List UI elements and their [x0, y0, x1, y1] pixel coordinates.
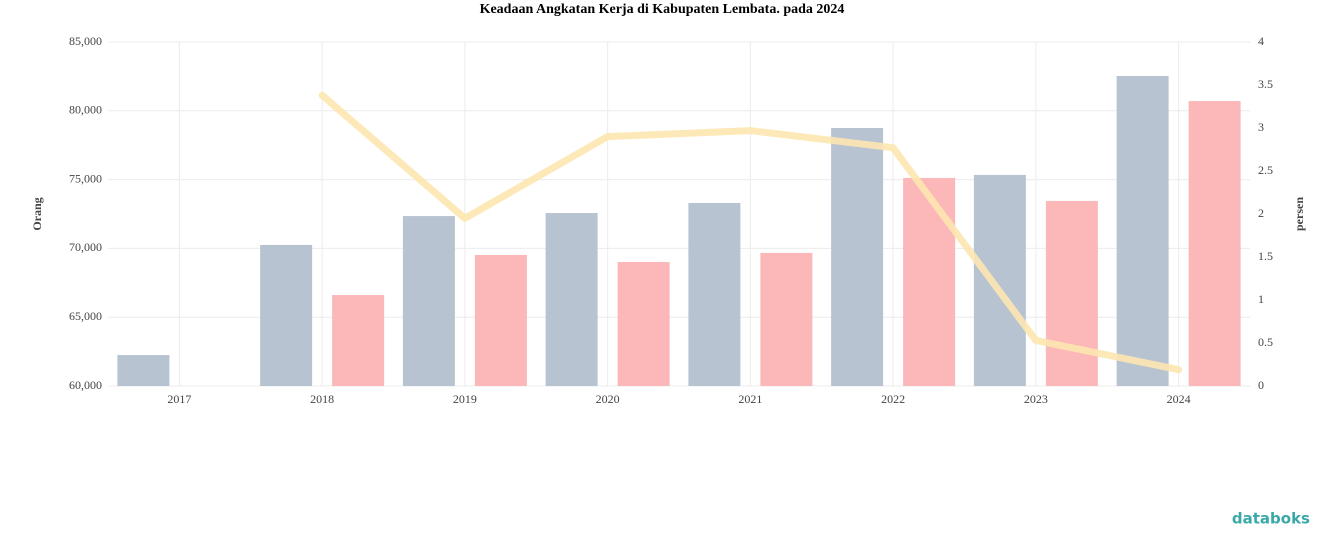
bar: [1045, 200, 1098, 386]
x-tick-label: 2020: [596, 392, 620, 406]
y2-tick-label: 2: [1258, 206, 1264, 220]
bar: [332, 295, 385, 386]
bar: [688, 202, 741, 386]
y2-tick-label: 2.5: [1258, 163, 1273, 177]
y2-tick-label: 3.5: [1258, 77, 1273, 91]
bar: [973, 174, 1026, 386]
bar: [402, 216, 455, 386]
y2-tick-label: 4: [1258, 34, 1264, 48]
x-tick-label: 2021: [738, 392, 762, 406]
y-tick-label: 85,000: [69, 34, 102, 48]
bar: [760, 252, 813, 386]
bar: [474, 255, 527, 386]
x-tick-label: 2017: [167, 392, 191, 406]
y-tick-label: 80,000: [69, 103, 102, 117]
x-tick-label: 2019: [453, 392, 477, 406]
chart-title: Keadaan Angkatan Kerja di Kabupaten Lemb…: [480, 2, 845, 17]
bar: [1116, 75, 1169, 387]
y-axis-label: Orang: [30, 197, 44, 230]
y-tick-label: 70,000: [69, 240, 102, 254]
y2-tick-label: 3: [1258, 120, 1264, 134]
brand-logo: databoks: [1232, 510, 1310, 528]
y-tick-label: 60,000: [69, 378, 102, 392]
x-tick-label: 2022: [881, 392, 905, 406]
bar: [617, 262, 670, 386]
bar: [903, 177, 956, 386]
y2-tick-label: 1.5: [1258, 249, 1273, 263]
y2-axis-label: persen: [1292, 197, 1306, 231]
y-tick-label: 75,000: [69, 171, 102, 185]
x-tick-label: 2023: [1024, 392, 1048, 406]
y-tick-label: 65,000: [69, 309, 102, 323]
bar: [117, 355, 170, 386]
x-tick-label: 2018: [310, 392, 334, 406]
y2-tick-label: 0.5: [1258, 335, 1273, 349]
bar: [545, 213, 598, 386]
y2-tick-label: 0: [1258, 378, 1264, 392]
bar: [1188, 101, 1241, 387]
bar: [831, 128, 884, 386]
x-tick-label: 2024: [1167, 392, 1191, 406]
y2-tick-label: 1: [1258, 292, 1264, 306]
bar: [260, 244, 313, 386]
line: [318, 91, 1183, 374]
